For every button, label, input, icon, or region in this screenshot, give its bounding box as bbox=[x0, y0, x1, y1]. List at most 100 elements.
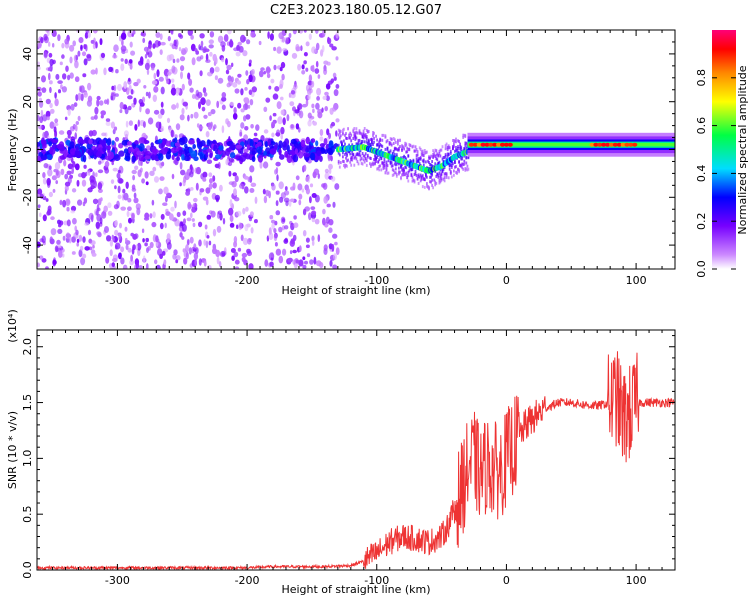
heatmap-cell bbox=[90, 69, 96, 75]
heatmap-cell bbox=[433, 153, 436, 157]
heatmap-cell bbox=[308, 33, 312, 40]
heatmap-cell bbox=[454, 149, 456, 153]
heatmap-cell bbox=[390, 138, 393, 142]
heatmap-cell bbox=[397, 142, 399, 146]
heatmap-cell bbox=[100, 197, 103, 202]
heatmap-cell bbox=[274, 86, 280, 92]
heatmap-cell bbox=[414, 169, 417, 173]
heatmap-cell bbox=[209, 210, 213, 215]
heatmap-cell bbox=[87, 95, 93, 103]
heatmap-cell bbox=[100, 52, 106, 59]
heatmap-cell bbox=[309, 152, 316, 161]
heatmap-cell bbox=[76, 238, 80, 243]
heatmap-cell bbox=[372, 143, 374, 146]
heatmap-cell bbox=[447, 146, 450, 150]
heatmap-cell bbox=[353, 134, 356, 138]
heatmap-cell bbox=[95, 221, 101, 229]
heatmap-cell bbox=[135, 244, 139, 251]
heatmap-cell bbox=[124, 58, 128, 64]
heatmap-cell bbox=[220, 41, 226, 48]
heatmap-cell bbox=[443, 172, 446, 176]
heatmap-cell bbox=[279, 67, 283, 72]
heatmap-cell bbox=[39, 255, 44, 260]
heatmap-cell bbox=[390, 161, 393, 165]
heatmap-cell bbox=[244, 224, 249, 232]
heatmap-cell bbox=[218, 261, 222, 268]
heatmap-cell bbox=[429, 163, 431, 166]
y-tick-label: 20 bbox=[21, 95, 34, 109]
heatmap-cell bbox=[452, 139, 454, 142]
heatmap-cell bbox=[250, 227, 254, 234]
heatmap-cell bbox=[128, 84, 132, 91]
heatmap-cell bbox=[371, 137, 373, 141]
heatmap-cell bbox=[372, 133, 374, 137]
heatmap-cell bbox=[459, 145, 461, 149]
heatmap-cell bbox=[427, 185, 429, 189]
heatmap-cell bbox=[142, 238, 145, 243]
heatmap-cell bbox=[365, 137, 368, 141]
heatmap-cell bbox=[616, 142, 622, 147]
heatmap-cell bbox=[212, 139, 217, 145]
heatmap-cell bbox=[609, 142, 614, 147]
heatmap-cell bbox=[440, 178, 443, 182]
heatmap-cell bbox=[288, 33, 292, 38]
heatmap-cell bbox=[446, 148, 449, 152]
heatmap-cell bbox=[376, 155, 378, 159]
heatmap-cell bbox=[142, 121, 146, 128]
heatmap-cell bbox=[601, 142, 607, 147]
heatmap-cell bbox=[269, 215, 274, 220]
heatmap-cell bbox=[97, 188, 103, 193]
heatmap-cell bbox=[401, 163, 403, 167]
heatmap-cell bbox=[461, 157, 464, 161]
heatmap-cell bbox=[432, 155, 434, 158]
heatmap-cell bbox=[343, 127, 345, 131]
heatmap-cell bbox=[130, 50, 136, 56]
heatmap-cell bbox=[355, 136, 358, 140]
heatmap-cell bbox=[464, 133, 467, 137]
heatmap-cell bbox=[276, 101, 282, 110]
heatmap-cell bbox=[105, 256, 110, 264]
heatmap-cell bbox=[332, 72, 337, 78]
heatmap-cell bbox=[53, 122, 59, 127]
heatmap-cell bbox=[104, 160, 110, 168]
heatmap-cell bbox=[205, 187, 211, 194]
heatmap-cell bbox=[98, 160, 102, 165]
heatmap-cell bbox=[311, 210, 317, 216]
heatmap-cell bbox=[151, 199, 155, 206]
heatmap-cell bbox=[187, 72, 191, 80]
heatmap-cell bbox=[436, 158, 439, 162]
heatmap-cell bbox=[79, 245, 84, 252]
heatmap-cell bbox=[120, 206, 126, 211]
heatmap-cell bbox=[322, 217, 326, 226]
heatmap-cell bbox=[111, 262, 116, 268]
heatmap-cell bbox=[119, 109, 123, 114]
heatmap-cell bbox=[605, 142, 611, 147]
heatmap-cell bbox=[324, 91, 329, 96]
heatmap-cell bbox=[45, 110, 51, 118]
heatmap-cell bbox=[411, 175, 414, 179]
heatmap-cell bbox=[248, 263, 254, 269]
heatmap-cell bbox=[279, 83, 283, 89]
heatmap-cell bbox=[360, 132, 363, 136]
heatmap-cell bbox=[399, 139, 401, 142]
heatmap-cell bbox=[346, 152, 348, 156]
heatmap-cell bbox=[124, 106, 129, 115]
heatmap-cell bbox=[337, 143, 340, 147]
heatmap-cell bbox=[179, 34, 184, 39]
heatmap-cell bbox=[87, 229, 92, 236]
heatmap-cell bbox=[282, 117, 286, 126]
heatmap-cell bbox=[270, 78, 275, 84]
heatmap-cell bbox=[376, 143, 378, 147]
snr-y-label: SNR (10 * v/v) bbox=[6, 411, 19, 489]
heatmap-cell bbox=[139, 56, 144, 65]
heatmap-cell bbox=[436, 172, 439, 176]
heatmap-cell bbox=[632, 142, 638, 147]
heatmap-cell bbox=[379, 164, 382, 168]
heatmap-cell bbox=[64, 173, 69, 180]
heatmap-cell bbox=[163, 259, 167, 266]
heatmap-cell bbox=[323, 138, 328, 146]
heatmap-cell bbox=[370, 145, 372, 149]
heatmap-cell bbox=[315, 30, 319, 34]
heatmap-cell bbox=[367, 141, 370, 145]
heatmap-cell bbox=[249, 99, 254, 106]
